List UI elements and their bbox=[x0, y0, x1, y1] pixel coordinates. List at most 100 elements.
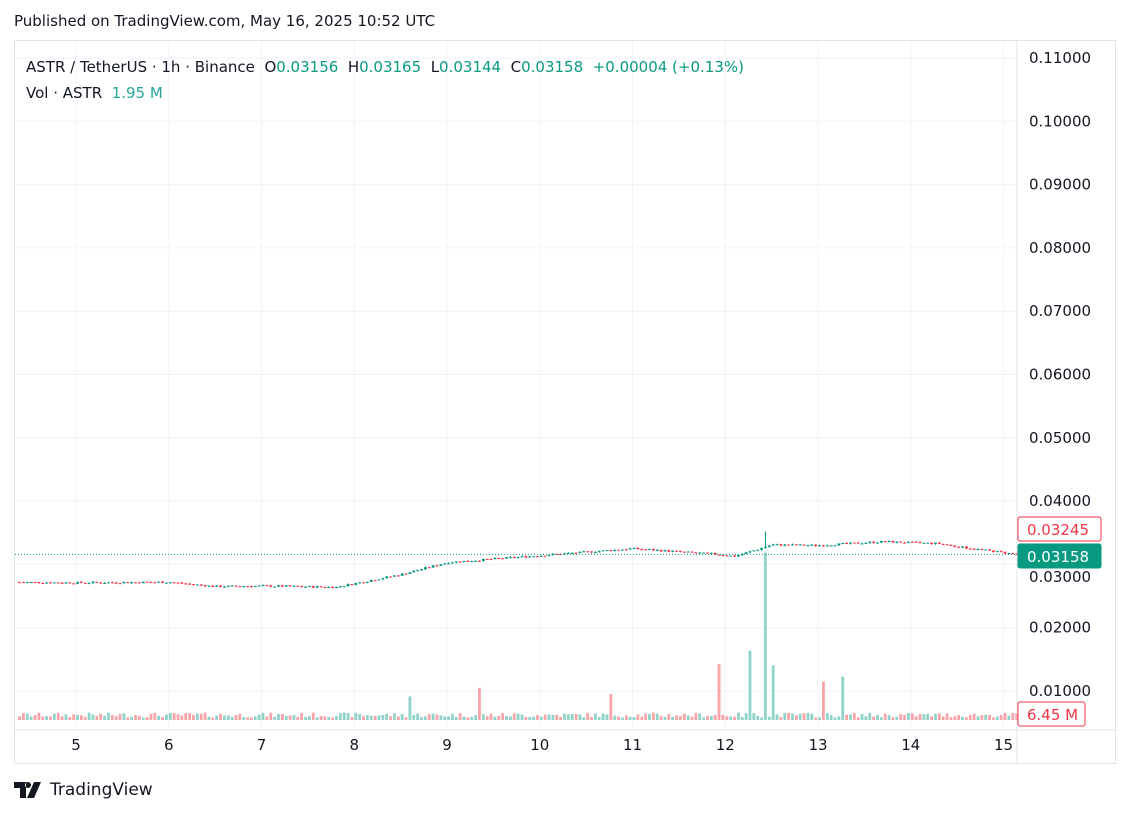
candle-body bbox=[45, 582, 49, 584]
candle-body bbox=[968, 548, 972, 550]
candle-body bbox=[481, 558, 485, 561]
change-value: +0.00004 (+0.13%) bbox=[592, 58, 744, 76]
candle-body bbox=[532, 556, 535, 558]
candle-body bbox=[682, 551, 686, 553]
volume-bar bbox=[934, 713, 937, 720]
volume-bar bbox=[837, 716, 841, 720]
candle-body bbox=[203, 585, 207, 587]
candle-body bbox=[752, 550, 756, 552]
candle-body bbox=[439, 564, 443, 566]
volume-bar bbox=[798, 713, 802, 720]
volume-bar bbox=[153, 712, 157, 720]
candle-body bbox=[574, 552, 578, 554]
candle-body bbox=[462, 560, 466, 563]
candle-body bbox=[311, 586, 315, 588]
brand-name: TradingView bbox=[50, 780, 153, 800]
volume-bar bbox=[551, 715, 555, 720]
last-volume-label-box bbox=[1017, 701, 1086, 727]
volume-bar bbox=[547, 714, 551, 720]
open-label: O bbox=[264, 58, 277, 76]
volume-bar bbox=[435, 714, 439, 720]
volume-bar bbox=[903, 714, 906, 720]
tradingview-logo[interactable]: TradingView bbox=[14, 780, 153, 800]
candle-body bbox=[269, 585, 273, 587]
volume-bar bbox=[690, 716, 694, 720]
candle-body bbox=[930, 542, 934, 544]
candle-body bbox=[242, 586, 246, 588]
candle-body bbox=[501, 558, 505, 560]
volume-bar bbox=[984, 714, 988, 720]
candle-body bbox=[145, 581, 149, 583]
volume-bar bbox=[199, 713, 203, 720]
candle-body bbox=[613, 549, 617, 551]
volume-bar bbox=[706, 716, 709, 720]
candle-body bbox=[953, 545, 957, 547]
volume-bar bbox=[466, 717, 470, 720]
volume-bar bbox=[590, 716, 593, 720]
candle-body bbox=[771, 544, 775, 546]
volume-bar bbox=[246, 717, 249, 720]
candle-body bbox=[659, 549, 663, 552]
volume-bar bbox=[648, 713, 651, 720]
chart-frame[interactable] bbox=[14, 40, 1116, 764]
volume-bar bbox=[381, 714, 385, 720]
candle-body bbox=[1015, 553, 1019, 555]
candle-body bbox=[679, 550, 682, 552]
candle-body bbox=[941, 543, 945, 545]
candle-body bbox=[1011, 552, 1015, 554]
volume-bar bbox=[536, 715, 539, 720]
candle-body bbox=[478, 560, 481, 562]
volume-bar bbox=[922, 714, 926, 720]
volume-bar bbox=[261, 712, 265, 720]
volume-bar bbox=[416, 713, 420, 720]
volume-bar bbox=[52, 713, 56, 720]
candle-body bbox=[508, 557, 512, 559]
volume-bar bbox=[910, 713, 914, 720]
volume-bar bbox=[945, 713, 949, 720]
volume-bar bbox=[621, 717, 624, 720]
candle-body bbox=[516, 557, 520, 559]
candle-body bbox=[319, 586, 323, 588]
candle-body bbox=[586, 551, 590, 553]
candle-body bbox=[126, 582, 130, 584]
volume-bar bbox=[126, 717, 130, 720]
volume-bar bbox=[122, 713, 126, 720]
time-tick-label: 11 bbox=[623, 736, 642, 754]
volume-bar bbox=[346, 712, 350, 720]
candle-body bbox=[876, 542, 879, 544]
volume-bar bbox=[628, 716, 632, 720]
candle-body bbox=[965, 546, 968, 549]
candle-body bbox=[338, 586, 342, 588]
candle-body bbox=[447, 563, 450, 565]
volume-bar bbox=[18, 716, 21, 720]
volume-bar bbox=[791, 713, 794, 720]
candle-body bbox=[451, 562, 454, 564]
candle-body bbox=[91, 581, 95, 584]
volume-bar bbox=[184, 712, 188, 720]
symbol-label[interactable]: ASTR / TetherUS · 1h · Binance bbox=[26, 58, 255, 76]
volume-label[interactable]: Vol · ASTR bbox=[26, 84, 103, 102]
candle-body bbox=[296, 585, 300, 587]
volume-bar bbox=[725, 716, 729, 720]
volume-bar bbox=[810, 713, 814, 720]
candle-body bbox=[219, 585, 222, 588]
candle-body bbox=[72, 583, 76, 585]
volume-bar bbox=[1011, 712, 1015, 720]
last-volume-label: 6.45 M bbox=[1027, 706, 1078, 724]
candle-body bbox=[949, 544, 953, 546]
volume-bar bbox=[555, 714, 559, 720]
volume-bar bbox=[404, 717, 408, 720]
volume-bar bbox=[594, 713, 597, 720]
candle-body bbox=[632, 547, 636, 549]
candle-body bbox=[559, 554, 563, 556]
time-tick-label: 8 bbox=[349, 736, 359, 754]
candle-body bbox=[547, 555, 551, 557]
prev-price-label: 0.03245 bbox=[1027, 521, 1089, 539]
volume-bar bbox=[180, 715, 184, 720]
volume-bar bbox=[806, 712, 810, 720]
candle-body bbox=[211, 585, 215, 587]
candle-body bbox=[907, 541, 910, 543]
price-tick-label: 0.05000 bbox=[1029, 429, 1091, 447]
volume-bar bbox=[976, 716, 980, 720]
